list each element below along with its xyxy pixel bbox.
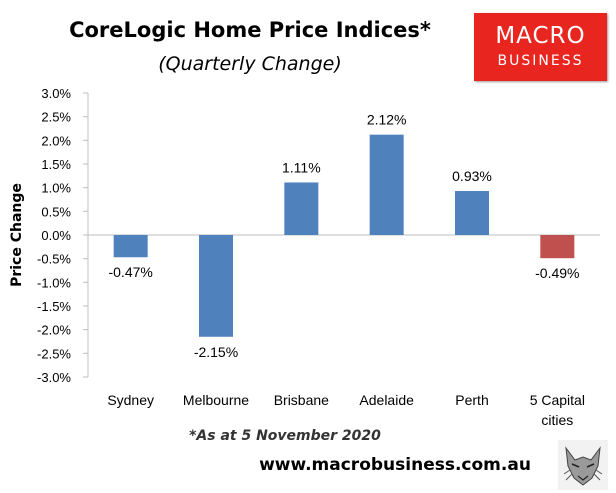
y-tick-label: 0.0% — [41, 228, 71, 243]
bar-adelaide — [369, 134, 404, 235]
y-tick-label: 0.5% — [41, 204, 71, 219]
category-label: Perth — [455, 392, 488, 408]
bar-melbourne — [199, 235, 233, 337]
y-tick-label: 3.0% — [41, 86, 71, 101]
data-label: 0.93% — [452, 168, 492, 184]
category-label: Adelaide — [359, 392, 414, 408]
data-label: -2.15% — [194, 344, 238, 360]
y-axis-title: Price Change — [9, 183, 25, 287]
data-label: 1.11% — [282, 159, 321, 175]
y-tick-label: -2.5% — [37, 346, 71, 361]
category-label: Brisbane — [274, 392, 329, 408]
y-tick-label: 2.0% — [41, 133, 71, 148]
chart-title: CoreLogic Home Price Indices* — [69, 18, 431, 42]
data-label: -0.47% — [108, 264, 152, 280]
y-tick-label: -0.5% — [37, 252, 71, 267]
bar-5-capital-cities — [540, 235, 575, 259]
chart-subtitle: (Quarterly Change) — [158, 53, 342, 75]
y-tick-label: 1.0% — [41, 181, 71, 196]
date-note: *As at 5 November 2020 — [189, 428, 381, 444]
y-tick-label: -1.5% — [37, 299, 71, 314]
y-tick-label: 1.5% — [41, 157, 71, 172]
wolf-logo-icon — [558, 440, 608, 490]
website-footer: www.macrobusiness.com.au — [259, 455, 531, 475]
bar-brisbane — [284, 182, 319, 235]
category-label: 5 Capital — [530, 392, 585, 408]
macrobusiness-logo: MACRO BUSINESS — [474, 13, 607, 81]
category-label: Sydney — [107, 392, 154, 408]
bar-perth — [455, 190, 489, 235]
y-tick-label: 2.5% — [41, 110, 71, 125]
y-tick-label: -1.0% — [37, 275, 71, 290]
bar-sydney — [113, 235, 148, 258]
category-label: cities — [541, 412, 573, 428]
category-label: Melbourne — [183, 392, 249, 408]
data-label: -0.49% — [535, 265, 579, 281]
logo-line2: BUSINESS — [497, 53, 584, 69]
y-tick-label: -2.0% — [37, 323, 71, 338]
logo-line1: MACRO — [495, 23, 586, 49]
y-tick-label: -3.0% — [37, 370, 71, 385]
data-label: 2.12% — [367, 112, 407, 128]
